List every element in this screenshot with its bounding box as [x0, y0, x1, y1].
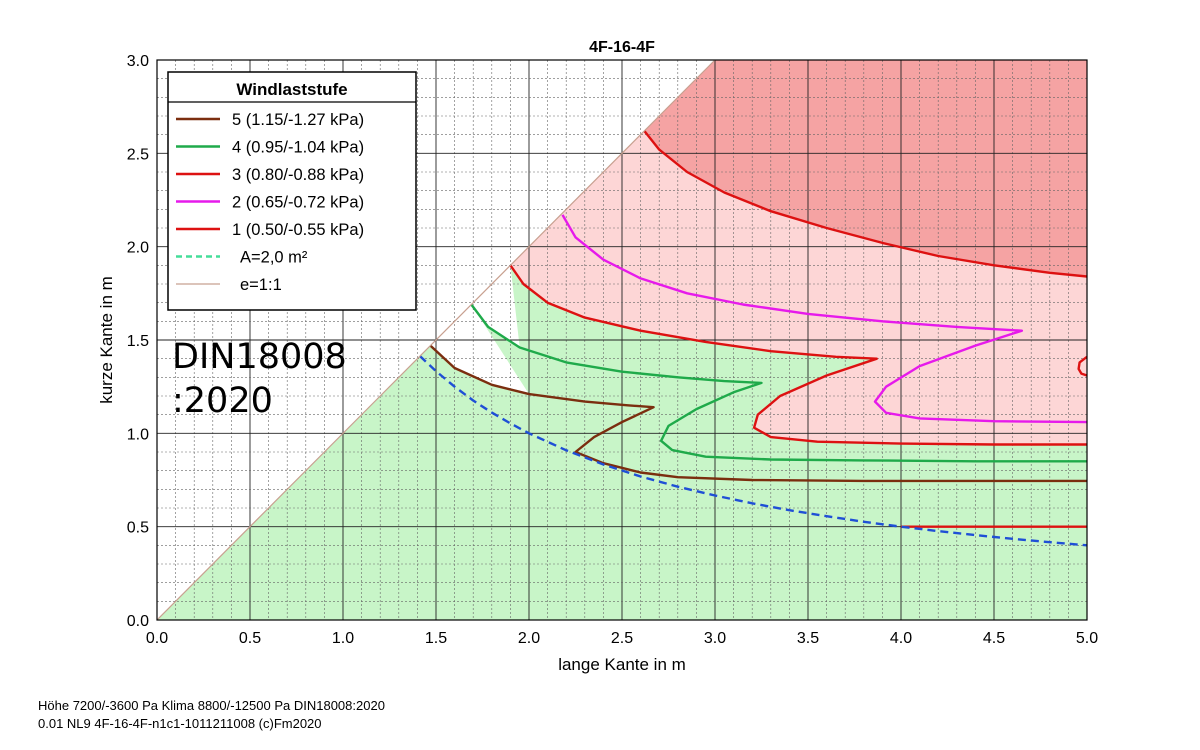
x-tick-label: 3.5 [797, 630, 819, 647]
x-tick-label: 2.0 [518, 630, 540, 647]
y-tick-label: 1.0 [127, 426, 149, 443]
legend-label: 4 (0.95/-1.04 kPa) [232, 139, 364, 157]
x-tick-label: 4.0 [890, 630, 912, 647]
x-tick-label: 5.0 [1076, 630, 1098, 647]
chart-title: 4F-16-4F [589, 39, 655, 56]
y-tick-label: 0.0 [127, 613, 149, 630]
annotation-line: DIN18008 [172, 337, 347, 377]
chart: 0.0 0.5 1.0 1.5 2.0 2.5 3.0 3.5 4.0 4.5 5.0 0.0 0.5 1… [97, 39, 1099, 674]
x-tick-label: 2.5 [611, 630, 633, 647]
legend-label: A=2,0 m² [240, 249, 308, 267]
series-line-6 [1077, 355, 1087, 377]
x-tick-label: 3.0 [704, 630, 726, 647]
series-line-1 [429, 344, 1087, 483]
series-line-3 [509, 264, 1087, 446]
footer-line-1: Höhe 7200/-3600 Pa Klima 8800/-12500 Pa … [38, 698, 385, 713]
series-line-5 [643, 130, 1087, 278]
x-tick-label: 1.5 [425, 630, 447, 647]
legend-box [167, 71, 417, 311]
region-fill-3 [644, 60, 1087, 277]
x-tick-label: 0.5 [239, 630, 261, 647]
legend-label: 1 (0.50/-0.55 kPa) [232, 221, 364, 239]
din-annotation: DIN18008:2020 [172, 337, 347, 421]
series-line-4 [561, 214, 1087, 424]
annotation-line: :2020 [172, 381, 273, 421]
legend-label: e=1:1 [240, 276, 282, 294]
x-tick-label: 0.0 [146, 630, 168, 647]
x-tick-label: 4.5 [983, 630, 1005, 647]
series-line-9 [157, 60, 716, 620]
y-tick-label: 0.5 [127, 520, 149, 537]
y-tick-label: 2.5 [127, 146, 149, 163]
x-tick-label: 1.0 [332, 630, 354, 647]
legend: Windlaststufe 5 (1.15/-1.27 kPa) 4 (0.95/-… [167, 71, 417, 311]
y-tick-label: 3.0 [127, 53, 149, 70]
series-line-8 [419, 355, 1087, 547]
legend-title: Windlaststufe [236, 80, 347, 99]
footer-line-2: 0.01 NL9 4F-16-4F-n1c1-1011211008 (c)Fm2… [38, 716, 322, 731]
legend-label: 2 (0.65/-0.72 kPa) [232, 194, 364, 212]
y-axis-label: kurze Kante in m [97, 276, 116, 404]
legend-label: 5 (1.15/-1.27 kPa) [232, 111, 364, 129]
series-line-2 [470, 303, 1087, 463]
y-tick-label: 2.0 [127, 240, 149, 257]
x-axis-label: lange Kante in m [558, 655, 686, 674]
y-tick-label: 1.5 [127, 333, 149, 350]
plot-frame [156, 59, 1088, 621]
legend-label: 3 (0.80/-0.88 kPa) [232, 166, 364, 184]
